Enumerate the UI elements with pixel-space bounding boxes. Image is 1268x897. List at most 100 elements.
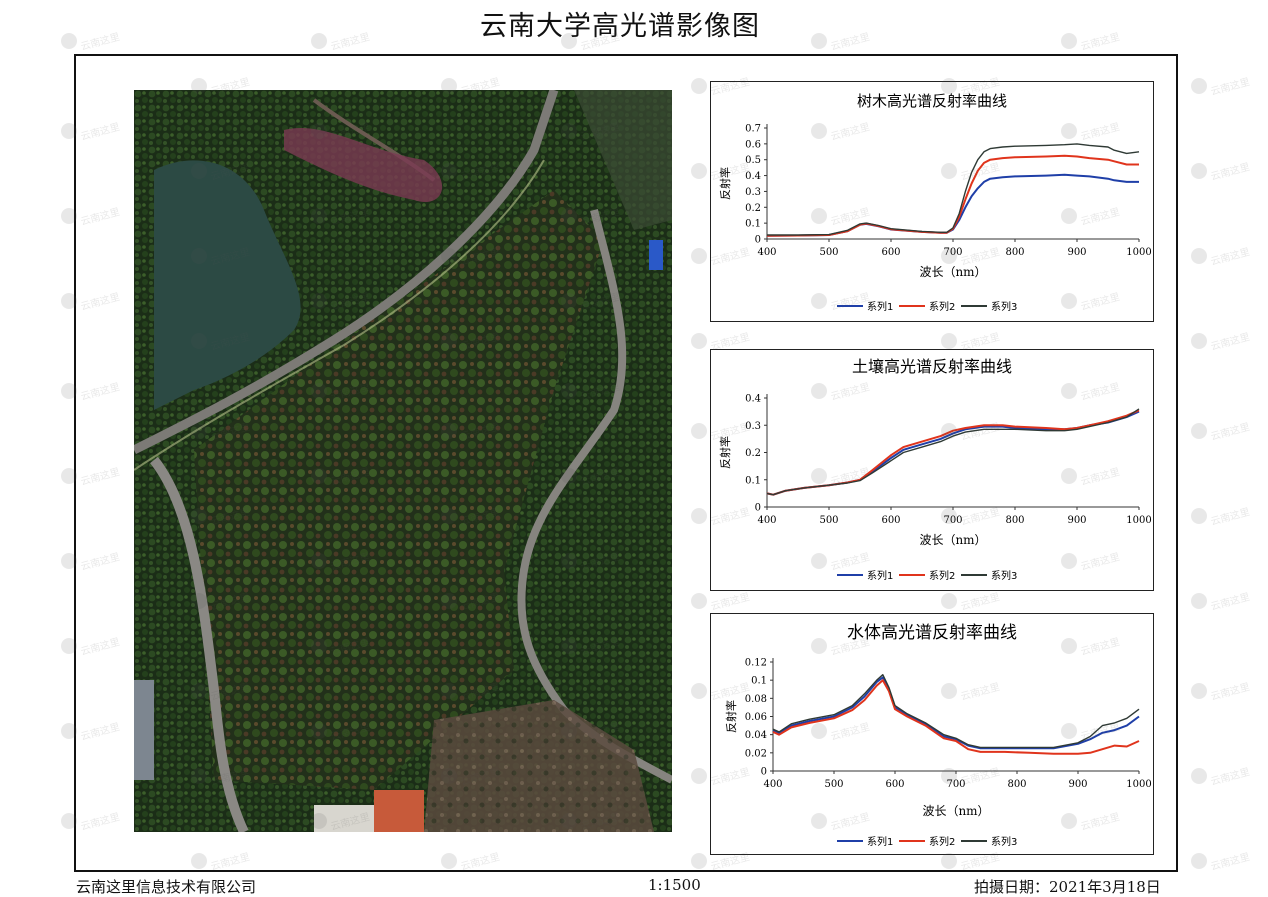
soil-patch bbox=[424, 700, 654, 832]
y-tick-label: 0.02 bbox=[745, 748, 767, 759]
svg-text:云南这里: 云南这里 bbox=[1209, 765, 1250, 787]
watermark-logo: 云南这里 bbox=[1190, 590, 1251, 616]
y-tick-label: 0.2 bbox=[745, 203, 761, 214]
svg-text:云南这里: 云南这里 bbox=[1209, 590, 1250, 612]
chart-panel-trees: 树木高光谱反射率曲线 0 0.1 0.2 0.3 0.4 0.5 0.6 0.7 400 500 60… bbox=[710, 81, 1154, 322]
watermark-logo: 云南这里 bbox=[1190, 765, 1251, 791]
y-tick-label: 0.2 bbox=[745, 448, 761, 459]
svg-text:云南这里: 云南这里 bbox=[1209, 330, 1250, 352]
y-axis-label: 反射率 bbox=[718, 167, 732, 200]
watermark-logo: 云南这里 bbox=[1190, 330, 1251, 356]
series-line-2 bbox=[766, 409, 1140, 496]
x-tick-label: 400 bbox=[763, 779, 782, 790]
y-tick-label: 0.1 bbox=[745, 219, 761, 230]
y-tick-label: 0.08 bbox=[745, 694, 767, 705]
watermark-logo: 云南这里 bbox=[1190, 160, 1251, 186]
map-frame bbox=[74, 54, 1178, 872]
svg-text:云南这里: 云南这里 bbox=[1209, 420, 1250, 442]
watermark-logo: 云南这里 bbox=[1190, 505, 1251, 531]
svg-text:云南这里: 云南这里 bbox=[1209, 160, 1250, 182]
chart-trees: 树木高光谱反射率曲线 0 0.1 0.2 0.3 0.4 0.5 0.6 0.7 400 500 60… bbox=[718, 92, 1152, 313]
building-west bbox=[134, 680, 154, 780]
legend-label-2: 系列2 bbox=[929, 569, 955, 582]
chart-panel-water: 水体高光谱反射率曲线 0 0.02 0.04 0.06 0.08 0.1 0.12 400 500… bbox=[710, 613, 1154, 855]
legend-label-1: 系列1 bbox=[867, 569, 893, 582]
y-tick-label: 0.12 bbox=[745, 658, 767, 669]
x-tick-label: 500 bbox=[824, 779, 843, 790]
footer-company: 云南这里信息技术有限公司 bbox=[76, 878, 257, 896]
svg-text:云南这里: 云南这里 bbox=[1209, 850, 1250, 872]
x-tick-label: 400 bbox=[757, 247, 776, 258]
y-tick-label: 0.3 bbox=[745, 421, 761, 432]
lake bbox=[154, 160, 301, 410]
building-red-roof bbox=[374, 790, 424, 832]
series-line-3 bbox=[766, 408, 1140, 496]
x-axis-label: 波长（nm） bbox=[919, 265, 986, 279]
y-tick-label: 0.06 bbox=[745, 712, 767, 723]
chart-panel-soil: 土壤高光谱反射率曲线 0 0.1 0.2 0.3 0.4 400 500 600 700 800 90… bbox=[710, 349, 1154, 591]
y-tick-label: 0.5 bbox=[745, 155, 761, 166]
road-main bbox=[134, 90, 559, 455]
page-title: 云南大学高光谱影像图 bbox=[480, 11, 760, 42]
legend-label-1: 系列1 bbox=[867, 835, 893, 848]
x-tick-label: 700 bbox=[946, 779, 965, 790]
series-line-3 bbox=[772, 674, 1140, 749]
x-tick-label: 900 bbox=[1068, 779, 1087, 790]
legend-label-3: 系列3 bbox=[991, 835, 1017, 848]
footer-date: 拍摄日期：2021年3月18日 bbox=[974, 878, 1161, 896]
chart-soil: 土壤高光谱反射率曲线 0 0.1 0.2 0.3 0.4 400 500 600 700 800 90… bbox=[718, 357, 1152, 582]
x-tick-label: 900 bbox=[1067, 247, 1086, 258]
aerial-image-canvas bbox=[134, 90, 672, 832]
y-tick-label: 0.4 bbox=[745, 171, 761, 182]
svg-text:云南这里: 云南这里 bbox=[1209, 680, 1250, 702]
series-line-1 bbox=[772, 676, 1140, 750]
y-tick-label: 0.04 bbox=[745, 730, 767, 741]
svg-text:云南这里: 云南这里 bbox=[1209, 245, 1250, 267]
chart-water: 水体高光谱反射率曲线 0 0.02 0.04 0.06 0.08 0.1 0.12 400 500… bbox=[724, 623, 1152, 848]
legend-label-3: 系列3 bbox=[991, 300, 1017, 313]
series-line-3 bbox=[767, 143, 1140, 236]
chart-title: 土壤高光谱反射率曲线 bbox=[852, 357, 1012, 376]
watermark-logo: 云南这里 bbox=[1190, 245, 1251, 271]
legend-label-1: 系列1 bbox=[867, 300, 893, 313]
y-axis-label: 反射率 bbox=[718, 436, 732, 469]
x-tick-label: 1000 bbox=[1126, 247, 1151, 258]
x-tick-label: 600 bbox=[885, 779, 904, 790]
y-axis-label: 反射率 bbox=[724, 700, 738, 733]
svg-text:云南这里: 云南这里 bbox=[1209, 505, 1250, 527]
legend-label-2: 系列2 bbox=[929, 835, 955, 848]
x-tick-label: 500 bbox=[819, 515, 838, 526]
y-tick-label: 0.1 bbox=[751, 676, 767, 687]
x-tick-label: 800 bbox=[1007, 779, 1026, 790]
aerial-image bbox=[134, 90, 672, 832]
y-tick-label: 0 bbox=[755, 503, 761, 514]
x-tick-label: 700 bbox=[943, 247, 962, 258]
footer-scale: 1:1500 bbox=[648, 876, 701, 894]
x-tick-label: 800 bbox=[1005, 515, 1024, 526]
legend-label-2: 系列2 bbox=[929, 300, 955, 313]
x-tick-label: 1000 bbox=[1126, 515, 1151, 526]
x-tick-label: 500 bbox=[819, 247, 838, 258]
watermark-logo: 云南这里 bbox=[1190, 420, 1251, 446]
x-tick-label: 700 bbox=[943, 515, 962, 526]
building-white bbox=[314, 805, 374, 832]
y-tick-label: 0 bbox=[755, 235, 761, 246]
x-tick-label: 600 bbox=[881, 247, 900, 258]
legend-label-3: 系列3 bbox=[991, 569, 1017, 582]
y-tick-label: 0.7 bbox=[745, 124, 761, 135]
x-tick-label: 800 bbox=[1005, 247, 1024, 258]
x-tick-label: 400 bbox=[757, 515, 776, 526]
y-tick-label: 0.3 bbox=[745, 187, 761, 198]
series-line-2 bbox=[772, 679, 1140, 755]
chart-title: 水体高光谱反射率曲线 bbox=[847, 623, 1017, 643]
series-line-2 bbox=[766, 154, 1139, 237]
y-tick-label: 0.4 bbox=[745, 394, 761, 405]
x-axis-label: 波长（nm） bbox=[919, 533, 986, 547]
forest-area bbox=[194, 190, 604, 790]
chart-title: 树木高光谱反射率曲线 bbox=[857, 92, 1007, 110]
y-tick-label: 0.6 bbox=[745, 139, 761, 150]
watermark-logo: 云南这里 bbox=[1190, 75, 1251, 101]
y-tick-label: 0 bbox=[761, 767, 767, 778]
road-west bbox=[150, 456, 249, 832]
x-tick-label: 600 bbox=[881, 515, 900, 526]
